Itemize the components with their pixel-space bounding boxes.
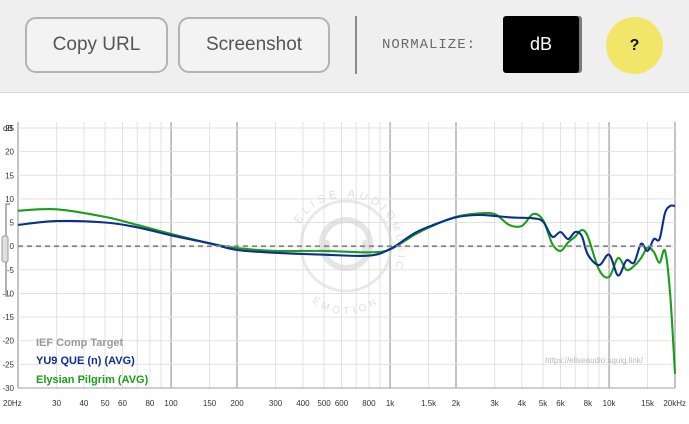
- legend-target: IEF Comp Target: [36, 337, 124, 349]
- x-tick-label: 800: [362, 399, 376, 408]
- y-tick-label: -25: [2, 360, 14, 369]
- x-tick-label: 6k: [556, 399, 565, 408]
- x-tick-label: 500: [317, 399, 331, 408]
- y-tick-label: -15: [2, 313, 14, 322]
- series-lines: [17, 204, 677, 374]
- toolbar: Copy URL Screenshot NORMALIZE: dB ?: [0, 0, 689, 93]
- y-tick-label: 5: [10, 219, 15, 228]
- elysian-pilgrim-curve: [17, 208, 677, 374]
- x-tick-label: 5k: [539, 399, 548, 408]
- left-handle-grip[interactable]: [1, 235, 9, 263]
- source-url: https://eliseaudio.squig.link/: [545, 356, 644, 365]
- y-tick-label: 20: [5, 148, 14, 157]
- y-tick-label: -20: [2, 337, 14, 346]
- y-axis-unit: dB: [3, 124, 13, 133]
- y-tick-label: -5: [7, 266, 15, 275]
- normalize-db-button[interactable]: dB: [503, 16, 579, 73]
- x-tick-label: 300: [269, 399, 283, 408]
- y-tick-label: -30: [2, 384, 14, 393]
- x-tick-label: 400: [296, 399, 310, 408]
- y-tick-label: 10: [5, 195, 14, 204]
- x-tick-label: 1.5k: [421, 399, 437, 408]
- x-tick-label: 10k: [603, 399, 617, 408]
- legend: IEF Comp Target YU9 QUE (n) (AVG) Elysia…: [36, 337, 149, 386]
- x-tick-label: 20Hz: [3, 399, 22, 408]
- copy-url-button[interactable]: Copy URL: [25, 17, 168, 73]
- yu9-que-curve: [17, 204, 676, 277]
- x-tick-label: 50: [101, 399, 110, 408]
- x-tick-label: 20kHz: [663, 399, 686, 408]
- x-tick-label: 200: [230, 399, 244, 408]
- legend-yu9: YU9 QUE (n) (AVG): [36, 355, 135, 367]
- x-axis-labels: 20Hz 30 40 50 60 80 100 150 200 300 400 500 600 800 1k…: [3, 399, 686, 408]
- frequency-response-graph: ELISE AUDIO MUSIC EMOTION 2520151050-5-1…: [1, 122, 686, 408]
- y-tick-label: 15: [5, 171, 14, 180]
- x-tick-label: 60: [118, 399, 127, 408]
- y-tick-label: -10: [2, 290, 14, 299]
- y-tick-label: 0: [10, 242, 15, 251]
- x-tick-label: 8k: [584, 399, 593, 408]
- x-tick-label: 150: [203, 399, 217, 408]
- x-tick-label: 100: [164, 399, 178, 408]
- help-button[interactable]: ?: [606, 17, 663, 74]
- y-axis-labels: 25 20 15 10 5 0 -5 -10 -15 -20 -25 -30: [2, 124, 14, 393]
- x-tick-label: 3k: [490, 399, 499, 408]
- toolbar-divider: [355, 16, 357, 74]
- x-tick-label: 80: [145, 399, 154, 408]
- x-tick-label: 30: [52, 399, 61, 408]
- normalize-label: NORMALIZE:: [382, 37, 477, 53]
- x-tick-label: 15k: [641, 399, 655, 408]
- x-tick-label: 1k: [386, 399, 395, 408]
- x-tick-label: 600: [335, 399, 349, 408]
- watermark-text-bottom: EMOTION: [310, 295, 382, 317]
- x-tick-label: 4k: [518, 399, 527, 408]
- screenshot-button[interactable]: Screenshot: [178, 17, 330, 73]
- x-tick-label: 2k: [452, 399, 461, 408]
- x-tick-label: 40: [79, 399, 88, 408]
- legend-pilgrim: Elysian Pilgrim (AVG): [36, 374, 149, 386]
- y-tick-label: 25: [5, 124, 14, 133]
